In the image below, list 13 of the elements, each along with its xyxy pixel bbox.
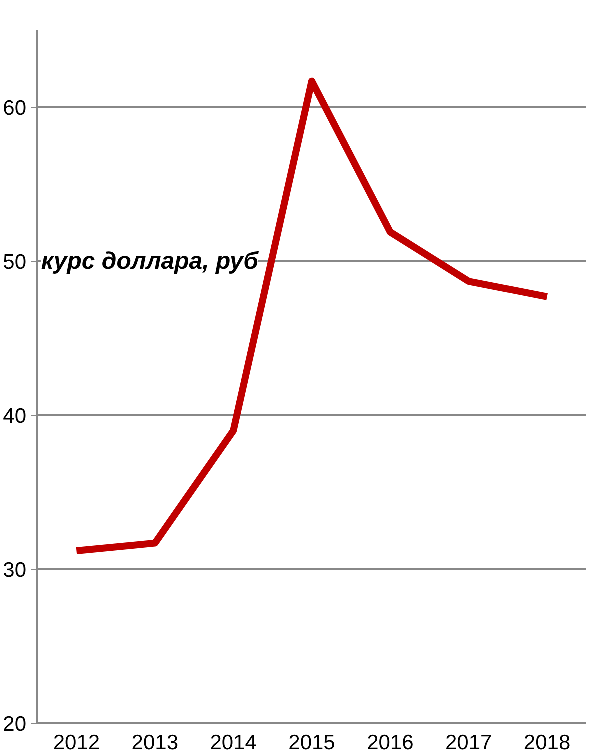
x-tick-label: 2017 (446, 732, 492, 752)
x-tick-label: 2013 (132, 732, 179, 752)
y-tick-label: 50 (3, 251, 26, 274)
x-tick-label: 2015 (288, 732, 336, 752)
x-tick-label: 2012 (53, 732, 100, 752)
y-tick-label: 40 (3, 405, 26, 428)
text: курс доллара, руб (41, 248, 260, 275)
x-tick-label: 2016 (367, 732, 414, 752)
x-tick-label: 2018 (524, 732, 571, 752)
y-tick-label: 20 (3, 713, 26, 736)
y-tick-label: 30 (3, 559, 26, 582)
x-tick-label: 2014 (210, 732, 258, 752)
y-tick-label: 60 (3, 97, 26, 120)
